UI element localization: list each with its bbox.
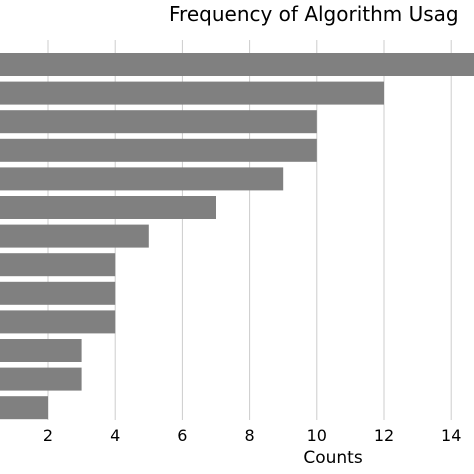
bar	[0, 281, 116, 305]
x-axis-label: Counts	[303, 448, 362, 468]
bar	[0, 53, 474, 76]
bar	[0, 253, 116, 277]
bar	[0, 310, 116, 334]
x-tick-label: 2	[43, 426, 53, 445]
x-tick-label: 8	[245, 426, 255, 445]
chart-title: Frequency of Algorithm Usag	[169, 2, 459, 26]
bar	[0, 196, 216, 219]
x-tick-label: 6	[177, 426, 187, 445]
bar	[0, 367, 82, 391]
bars	[0, 53, 474, 420]
x-tick-label: 12	[374, 426, 394, 445]
bar	[0, 110, 317, 134]
x-tick-label: 14	[441, 426, 461, 445]
bar	[0, 339, 82, 362]
x-tick-label: 4	[110, 426, 120, 445]
bar	[0, 138, 317, 162]
bar	[0, 224, 149, 248]
bar	[0, 167, 284, 191]
bar	[0, 81, 384, 105]
bar	[0, 396, 48, 420]
x-tick-labels: 2 4 6 8 10 12 14	[43, 426, 461, 445]
x-tick-label: 10	[307, 426, 327, 445]
